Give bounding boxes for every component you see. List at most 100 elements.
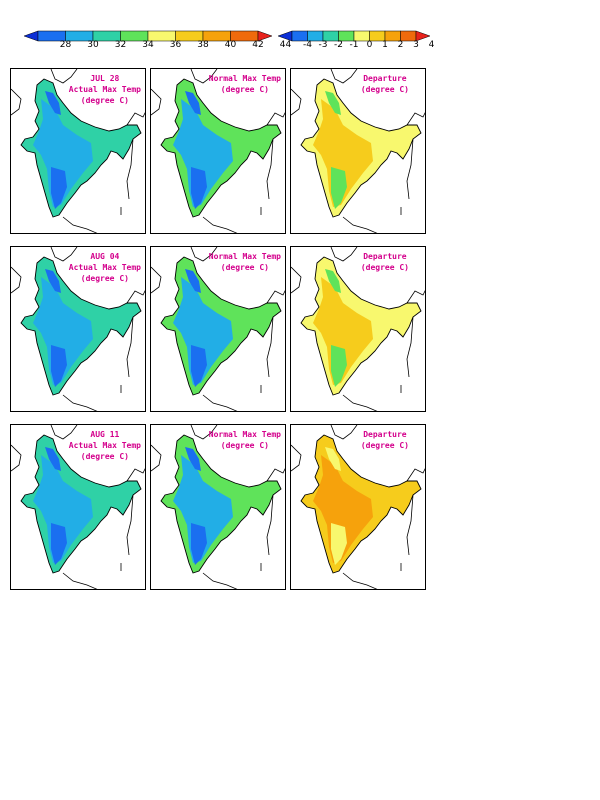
border-line bbox=[126, 112, 145, 126]
colorbar-tick-label: -4 bbox=[303, 40, 312, 50]
panel-title-text: Departure bbox=[363, 74, 407, 83]
india-map bbox=[11, 425, 145, 589]
border-line bbox=[342, 394, 378, 411]
region-fill bbox=[325, 447, 341, 471]
colorbar-tick-label: 36 bbox=[169, 40, 182, 50]
border-line bbox=[190, 247, 218, 262]
region-fill bbox=[33, 455, 93, 563]
colorbar-arrow-high bbox=[257, 30, 273, 42]
region-fill bbox=[45, 269, 61, 293]
country-outline bbox=[300, 256, 422, 396]
border-line bbox=[62, 216, 98, 233]
region-fill bbox=[51, 167, 67, 209]
border-line bbox=[50, 425, 78, 440]
panel-title-text: Normal Max Temp bbox=[208, 252, 281, 261]
country-outline bbox=[20, 78, 142, 218]
india-map bbox=[151, 69, 285, 233]
border-line bbox=[151, 266, 162, 294]
region-fill bbox=[45, 91, 61, 115]
country-outline bbox=[160, 256, 282, 396]
map-normal-row3: Normal Max Temp (degree C) bbox=[150, 424, 286, 590]
border-line bbox=[190, 69, 218, 84]
colorbar-tick-label: -1 bbox=[349, 40, 359, 50]
panel-title-text: Normal Max Temp bbox=[208, 430, 281, 439]
departure-colorbar-bar bbox=[277, 30, 431, 42]
border-line bbox=[266, 468, 285, 482]
colorbar-arrow-low bbox=[23, 30, 39, 42]
border-line bbox=[50, 247, 78, 262]
region-fill bbox=[325, 269, 341, 293]
border-line bbox=[330, 425, 358, 440]
panel-title: AUG 04 Actual Max Temp (degree C) bbox=[69, 251, 141, 284]
panel-units: (degree C) bbox=[80, 452, 129, 461]
map-departure-row3: Departure (degree C) bbox=[290, 424, 426, 590]
border-line bbox=[190, 425, 218, 440]
panel-title: Normal Max Temp (degree C) bbox=[209, 251, 281, 273]
region-fill bbox=[173, 99, 233, 207]
panel-date: JUL 28 bbox=[90, 74, 120, 83]
india-map bbox=[291, 69, 425, 233]
colorbar-tick-label: 38 bbox=[197, 40, 209, 50]
map-actual-row1: JUL 28 Actual Max Temp (degree C) bbox=[10, 68, 146, 234]
colorbar-tick-label: 3 bbox=[413, 40, 419, 50]
map-actual-row2: AUG 04 Actual Max Temp (degree C) bbox=[10, 246, 146, 412]
border-line bbox=[266, 316, 274, 378]
border-line bbox=[11, 88, 22, 116]
map-actual-row3: AUG 11 Actual Max Temp (degree C) bbox=[10, 424, 146, 590]
colorbar-tick-label: 4 bbox=[428, 40, 435, 50]
panel-units: (degree C) bbox=[360, 441, 409, 450]
border-line bbox=[202, 572, 238, 589]
country-outline bbox=[20, 256, 142, 396]
panel-units: (degree C) bbox=[80, 96, 129, 105]
panel-title-text: Actual Max Temp bbox=[68, 85, 141, 94]
panel-title-text: Normal Max Temp bbox=[208, 74, 281, 83]
panel-title: JUL 28 Actual Max Temp (degree C) bbox=[69, 73, 141, 106]
panel-date: AUG 11 bbox=[90, 430, 120, 439]
temperature-colorbar-bar bbox=[23, 30, 273, 42]
region-fill bbox=[51, 523, 67, 565]
panel-title: Normal Max Temp (degree C) bbox=[209, 73, 281, 95]
colorbar-tick-label: 1 bbox=[382, 40, 388, 50]
panel-title: Departure (degree C) bbox=[361, 251, 409, 273]
region-fill bbox=[185, 269, 201, 293]
panel-title: Departure (degree C) bbox=[361, 73, 409, 95]
border-line bbox=[406, 290, 425, 304]
border-line bbox=[202, 216, 238, 233]
panel-title-text: Actual Max Temp bbox=[68, 441, 141, 450]
border-line bbox=[202, 394, 238, 411]
panel-units: (degree C) bbox=[360, 85, 409, 94]
border-line bbox=[126, 494, 134, 556]
border-line bbox=[266, 112, 285, 126]
region-fill bbox=[33, 277, 93, 385]
border-line bbox=[406, 494, 414, 556]
border-line bbox=[62, 394, 98, 411]
border-line bbox=[126, 290, 145, 304]
border-line bbox=[126, 138, 134, 200]
colorbar-arrow-high bbox=[415, 30, 431, 42]
panel-title-text: Departure bbox=[363, 252, 407, 261]
panel-units: (degree C) bbox=[220, 263, 269, 272]
panel-title-text: Departure bbox=[363, 430, 407, 439]
border-line bbox=[342, 572, 378, 589]
region-fill bbox=[191, 167, 207, 209]
panel-title: Normal Max Temp (degree C) bbox=[209, 429, 281, 451]
border-line bbox=[406, 316, 414, 378]
region-fill bbox=[331, 523, 347, 565]
colorbar-tick-label: 44 bbox=[279, 40, 292, 50]
colorbar-tick-label: 30 bbox=[87, 40, 99, 50]
colorbar-tick-label: 0 bbox=[366, 40, 373, 50]
border-line bbox=[62, 572, 98, 589]
border-line bbox=[342, 216, 378, 233]
panel-title: Departure (degree C) bbox=[361, 429, 409, 451]
india-map bbox=[291, 247, 425, 411]
border-line bbox=[11, 444, 22, 472]
colorbar-arrow-low bbox=[277, 30, 293, 42]
border-line bbox=[126, 316, 134, 378]
colorbar-tick-label: 34 bbox=[142, 40, 154, 50]
country-outline bbox=[20, 434, 142, 574]
region-fill bbox=[313, 277, 373, 385]
india-map bbox=[11, 69, 145, 233]
colorbar-tick-label: -2 bbox=[334, 40, 343, 50]
map-normal-row1: Normal Max Temp (degree C) bbox=[150, 68, 286, 234]
india-map bbox=[11, 247, 145, 411]
